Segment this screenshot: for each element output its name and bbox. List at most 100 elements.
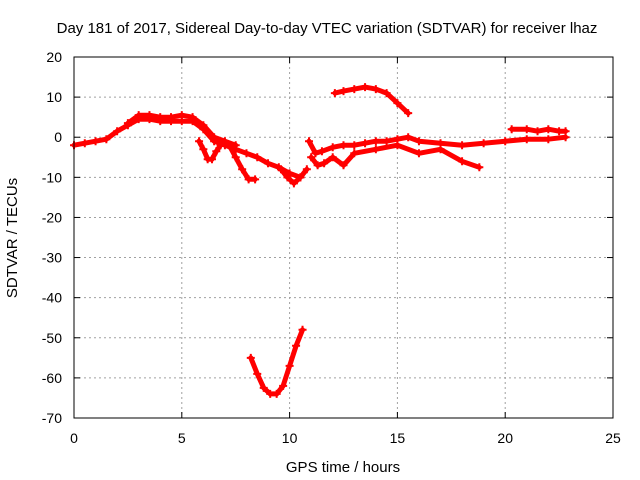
data-point <box>544 125 553 134</box>
data-point <box>350 149 359 158</box>
data-point <box>195 137 204 146</box>
data-point <box>313 161 322 170</box>
x-tick-label: 20 <box>497 430 513 446</box>
chart-title: Day 181 of 2017, Sidereal Day-to-day VTE… <box>57 20 598 37</box>
data-point <box>212 147 221 156</box>
data-marks <box>70 83 570 398</box>
data-point <box>289 179 298 188</box>
data-point <box>382 89 391 98</box>
data-point <box>302 165 311 174</box>
data-point <box>259 383 268 392</box>
x-tick-label: 5 <box>178 430 186 446</box>
data-point <box>225 141 234 150</box>
data-point <box>522 135 531 144</box>
data-point <box>339 161 348 170</box>
data-point <box>330 89 339 98</box>
y-tick-label: 0 <box>54 129 62 145</box>
data-point <box>317 147 326 156</box>
data-point <box>305 137 314 146</box>
data-point <box>188 113 197 122</box>
data-point <box>414 149 423 158</box>
data-point <box>296 173 305 182</box>
x-tick-label: 25 <box>605 430 621 446</box>
data-point <box>404 109 413 118</box>
data-point <box>458 157 467 166</box>
series-main-track <box>71 116 303 180</box>
y-axis-label: SDTVAR / TECUs <box>4 178 21 298</box>
data-point <box>253 369 262 378</box>
data-point <box>436 145 445 154</box>
data-point <box>156 113 165 122</box>
data-point <box>216 141 225 150</box>
y-tick-label: -70 <box>42 410 62 426</box>
data-point <box>134 111 143 120</box>
data-point <box>238 165 247 174</box>
data-point <box>272 389 281 398</box>
tick-labels: 0 5 10 15 20 25 20 10 0 -10 -20 -30 -40 -50 -60 -70 <box>42 49 621 446</box>
ticks <box>73 56 614 419</box>
data-point <box>207 155 216 164</box>
data-point <box>279 381 288 390</box>
data-point <box>246 353 255 362</box>
y-tick-label: 10 <box>46 89 62 105</box>
data-point <box>145 111 154 120</box>
data-point <box>253 153 262 162</box>
plot-frame <box>73 56 614 419</box>
data-point <box>307 153 316 162</box>
data-point <box>475 163 484 172</box>
data-point <box>264 159 273 168</box>
data-point <box>561 127 570 136</box>
data-point <box>544 135 553 144</box>
x-tick-label: 10 <box>282 430 298 446</box>
data-point <box>113 127 122 136</box>
data-point <box>404 133 413 142</box>
data-point <box>339 87 348 96</box>
data-point <box>199 121 208 130</box>
data-point <box>533 127 542 136</box>
data-point <box>393 141 402 150</box>
data-point <box>199 145 208 154</box>
x-axis-label: GPS time / hours <box>286 459 400 476</box>
y-tick-label: -60 <box>42 370 62 386</box>
data-point <box>328 143 337 152</box>
data-point <box>361 83 370 92</box>
data-point <box>285 361 294 370</box>
data-point <box>80 139 89 148</box>
data-point <box>393 99 402 108</box>
data-point <box>123 119 132 128</box>
data-point <box>522 125 531 134</box>
y-tick-label: 20 <box>46 49 62 65</box>
data-point <box>371 145 380 154</box>
data-point <box>231 153 240 162</box>
data-point <box>501 137 510 146</box>
data-point <box>350 141 359 150</box>
data-point <box>177 111 186 120</box>
data-point <box>350 85 359 94</box>
data-point <box>371 137 380 146</box>
x-tick-label: 15 <box>390 430 406 446</box>
data-point <box>251 175 260 184</box>
data-point <box>292 341 301 350</box>
data-point <box>283 173 292 182</box>
data-point <box>242 149 251 158</box>
data-point <box>220 137 229 146</box>
y-tick-label: -40 <box>42 290 62 306</box>
data-point <box>91 137 100 146</box>
data-point <box>320 159 329 168</box>
data-point <box>298 325 307 334</box>
data-point <box>479 139 488 148</box>
data-point <box>361 139 370 148</box>
y-tick-label: -30 <box>42 250 62 266</box>
data-point <box>311 149 320 158</box>
data-point <box>276 165 285 174</box>
data-point <box>371 85 380 94</box>
data-point <box>507 125 516 134</box>
data-point <box>414 137 423 146</box>
data-point <box>167 113 176 122</box>
data-point <box>328 153 337 162</box>
x-tick-label: 0 <box>70 430 78 446</box>
y-tick-label: -20 <box>42 209 62 225</box>
data-point <box>458 141 467 150</box>
